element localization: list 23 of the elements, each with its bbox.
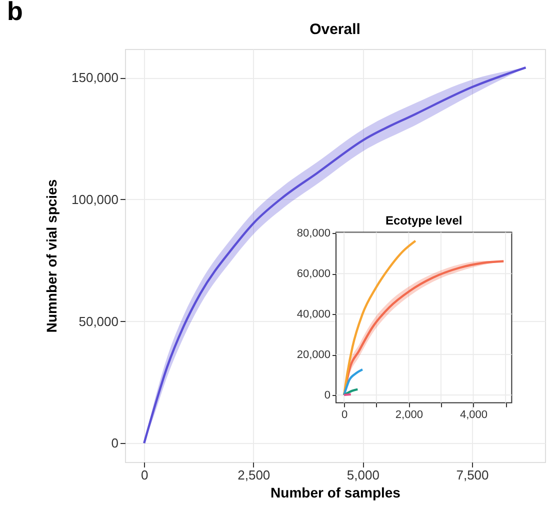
y-tick-label: 50,000 xyxy=(78,314,118,329)
line-series xyxy=(342,240,417,396)
x-tick-label: 2,000 xyxy=(395,409,423,422)
y-axis-title: Numnber of vial spcies xyxy=(44,179,60,333)
y-tick-label: 0 xyxy=(324,389,330,402)
x-axis-title: Number of samples xyxy=(270,484,401,500)
x-tick-label: 5,000 xyxy=(346,468,380,482)
x-tick-label: 0 xyxy=(342,409,348,422)
y-tick-label: 20,000 xyxy=(296,349,330,362)
y-tick-label: 60,000 xyxy=(296,268,330,280)
chart-title: Ecotype level xyxy=(385,213,462,228)
y-tick-label: 100,000 xyxy=(72,192,118,207)
y-tick-label: 40,000 xyxy=(296,308,330,321)
line-series xyxy=(342,368,364,396)
chart-title: Overall xyxy=(310,21,360,38)
x-tick-label: 7,500 xyxy=(456,468,489,482)
y-tick-label: 0 xyxy=(111,436,118,451)
x-tick-label: 0 xyxy=(140,468,148,482)
x-tick-label: 4,000 xyxy=(460,409,488,422)
x-tick-label: 2,500 xyxy=(238,468,270,482)
y-tick-label: 80,000 xyxy=(296,228,330,240)
y-tick-label: 150,000 xyxy=(72,70,118,86)
text: b xyxy=(7,0,23,26)
